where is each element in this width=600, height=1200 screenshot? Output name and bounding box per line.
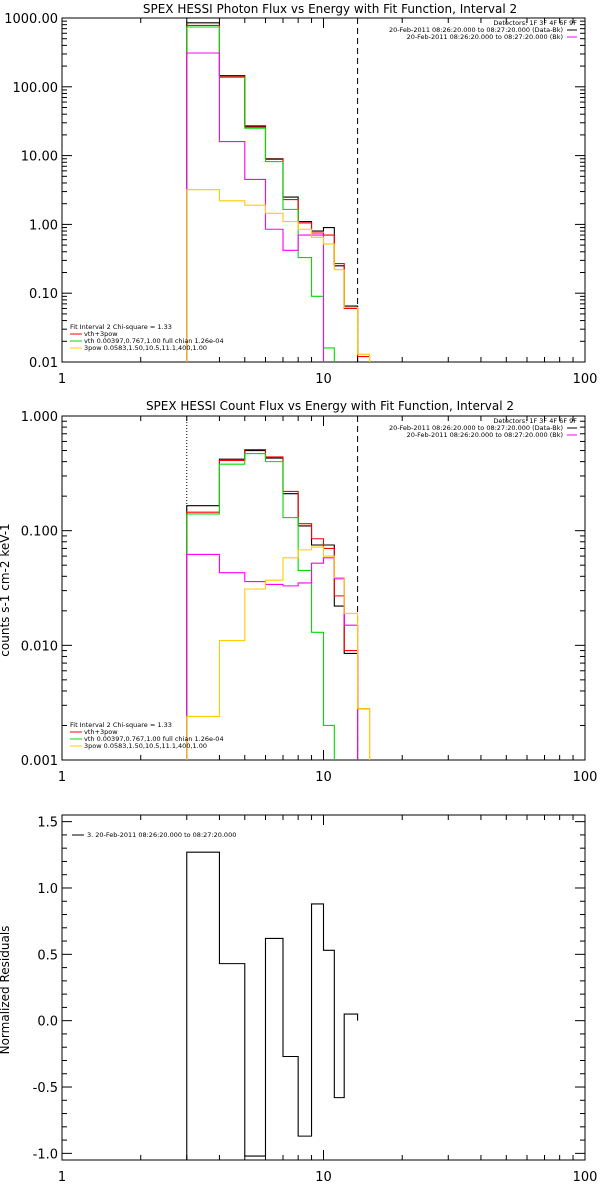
y-tick-label: 0.001: [21, 754, 58, 769]
detectors-label: Detectors: 1F 3F 4F 6F 9F: [493, 417, 577, 425]
x-tick-label: 1: [58, 1170, 66, 1185]
legend-bottom-entry: 3pow 0.0583,1.50,10.5,11.1,400,1.00: [84, 742, 207, 750]
series-line-3pow: [186, 546, 371, 760]
y-tick-label: 1.5: [37, 816, 58, 831]
x-tick-label: 100: [573, 372, 598, 387]
y-tick-label: -1.0: [33, 1147, 58, 1162]
count-flux-title: SPEX HESSI Count Flux vs Energy with Fit…: [146, 399, 514, 413]
residuals-y-label: Normalized Residuals: [0, 926, 12, 1055]
x-tick-label: 100: [573, 1170, 598, 1185]
y-tick-label: -0.5: [33, 1081, 58, 1096]
series-line-vth: [186, 453, 335, 760]
x-tick-label: 1: [58, 770, 66, 785]
series-line-3-20-feb-2011-08-26-20-000-to-08-27-20-000: [186, 851, 359, 1160]
series-line-3pow: [186, 189, 371, 362]
plot-frame: [61, 814, 586, 1161]
residuals-panel: Normalized Residuals 1 10 100 -1.0 -0.5 0.0 0.…: [0, 814, 598, 1185]
fit-header-label: Fit Interval 2 Chi-square = 1.33: [70, 721, 172, 729]
fit-header-label: Fit Interval 2 Chi-square = 1.33: [70, 323, 172, 331]
y-tick-label: 0.01: [29, 356, 58, 371]
legend-top-entry: 20-Feb-2011 08:26:20.000 to 08:27:20.000…: [389, 424, 563, 432]
y-tick-label: 0.0: [37, 1015, 58, 1030]
x-tick-label: 10: [315, 770, 332, 785]
y-tick-label: 1.000: [21, 410, 58, 425]
x-tick-label: 1: [58, 372, 66, 387]
legend-entry: 3. 20-Feb-2011 08:26:20.000 to 08:27:20.…: [87, 831, 236, 839]
legend-top-entry: 20-Feb-2011 08:26:20.000 to 08:27:20.000…: [407, 431, 563, 439]
series-line-data-bk: [186, 449, 359, 760]
y-tick-label: 1000.00: [4, 12, 58, 27]
count-flux-panel: SPEX HESSI Count Flux vs Energy with Fit…: [0, 399, 597, 785]
y-tick-label: 1.00: [29, 218, 58, 233]
legend-bottom-entry: vth 0.00397,0.767,1.00 full chian 1.26e-…: [84, 337, 224, 345]
legend-bottom-entry: vth 0.00397,0.767,1.00 full chian 1.26e-…: [84, 735, 224, 743]
series-line-bk: [186, 553, 359, 760]
y-tick-label: 0.100: [21, 525, 58, 540]
series-line-vth-3pow: [186, 24, 371, 362]
legend-bottom-entry: vth+3pow: [84, 728, 118, 736]
y-tick-label: 10.00: [21, 150, 58, 165]
legend-bottom-entry: 3pow 0.0583,1.50,10.5,11.1,400,1.00: [84, 344, 207, 352]
y-tick-label: 0.10: [29, 287, 58, 302]
y-tick-label: 100.00: [13, 81, 59, 96]
photon-flux-panel: SPEX HESSI Photon Flux vs Energy with Fi…: [4, 2, 597, 387]
x-tick-label: 10: [315, 372, 332, 387]
x-tick-label: 10: [315, 1170, 332, 1185]
y-tick-label: 1.0: [37, 882, 58, 897]
legend-top-entry: 20-Feb-2011 08:26:20.000 to 08:27:20.000…: [407, 33, 563, 41]
series-line-vth-3pow: [186, 448, 371, 760]
legend-top-entry: 20-Feb-2011 08:26:20.000 to 08:27:20.000…: [389, 26, 563, 34]
x-tick-label: 100: [573, 770, 598, 785]
y-tick-label: 0.010: [21, 639, 58, 654]
detectors-label: Detectors: 1F 3F 4F 6F 9F: [493, 19, 577, 27]
series-line-bk: [186, 52, 325, 362]
y-tick-label: 0.5: [37, 948, 58, 963]
legend-bottom-entry: vth+3pow: [84, 330, 118, 338]
count-flux-y-label: counts s-1 cm-2 keV-1: [0, 523, 12, 656]
series-line-data-bk: [186, 22, 359, 362]
photon-flux-title: SPEX HESSI Photon Flux vs Energy with Fi…: [143, 2, 517, 16]
